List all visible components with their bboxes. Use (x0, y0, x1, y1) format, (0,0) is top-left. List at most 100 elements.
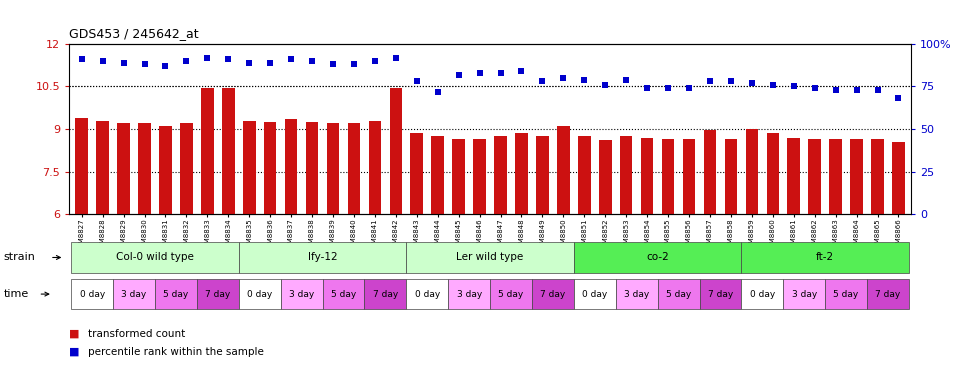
Text: 0 day: 0 day (80, 290, 105, 299)
Point (514, 68, 529, 74)
Bar (746, 129, 758, 214)
Bar (138, 123, 151, 214)
Text: 5 day: 5 day (163, 290, 188, 299)
Text: percentile rank within the sample: percentile rank within the sample (88, 347, 264, 357)
Text: strain: strain (4, 253, 36, 262)
Point (744, 80, 759, 86)
Point (556, 75, 571, 81)
Text: 5 day: 5 day (498, 290, 523, 299)
Point (786, 83, 802, 89)
Text: 5 day: 5 day (833, 290, 859, 299)
Bar (390, 88, 402, 214)
Point (807, 85, 823, 91)
Point (325, 61, 341, 67)
Point (242, 60, 257, 66)
Bar (851, 139, 863, 214)
Point (472, 70, 488, 76)
Point (304, 58, 320, 64)
Point (200, 55, 215, 60)
Bar (892, 142, 904, 214)
Point (388, 55, 403, 60)
Text: ■: ■ (69, 329, 80, 339)
Point (639, 85, 655, 91)
Text: 5 day: 5 day (331, 290, 356, 299)
Bar (96, 120, 108, 214)
Point (368, 58, 383, 64)
Point (283, 56, 299, 62)
Point (577, 77, 592, 83)
Point (891, 96, 906, 101)
Bar (725, 139, 737, 214)
Text: 5 day: 5 day (666, 290, 691, 299)
Text: 7 day: 7 day (708, 290, 733, 299)
Bar (704, 130, 716, 214)
Bar (369, 120, 381, 214)
Text: ■: ■ (69, 347, 80, 357)
Point (262, 60, 277, 66)
Point (409, 78, 424, 84)
Bar (578, 136, 590, 214)
Text: 0 day: 0 day (750, 290, 775, 299)
Bar (222, 88, 234, 214)
Point (849, 87, 864, 93)
Bar (808, 139, 821, 214)
Bar (494, 136, 507, 214)
Bar (452, 139, 465, 214)
Bar (306, 122, 319, 214)
Text: 3 day: 3 day (457, 290, 482, 299)
Point (347, 61, 362, 67)
Bar (348, 123, 360, 214)
Bar (326, 123, 339, 214)
Point (682, 85, 697, 91)
Bar (76, 118, 88, 214)
Point (870, 87, 885, 93)
Text: ft-2: ft-2 (816, 253, 834, 262)
Point (116, 60, 132, 66)
Text: lfy-12: lfy-12 (308, 253, 337, 262)
Bar (787, 138, 800, 214)
Point (703, 78, 718, 84)
Point (618, 77, 634, 83)
Text: 7 day: 7 day (540, 290, 565, 299)
Text: 3 day: 3 day (289, 290, 314, 299)
Bar (599, 141, 612, 214)
Bar (516, 133, 528, 214)
Text: GDS453 / 245642_at: GDS453 / 245642_at (69, 27, 199, 40)
Bar (641, 138, 654, 214)
Text: 3 day: 3 day (121, 290, 147, 299)
Text: 3 day: 3 day (624, 290, 649, 299)
Text: co-2: co-2 (646, 253, 669, 262)
Bar (117, 123, 130, 214)
Bar (285, 119, 298, 214)
Bar (473, 139, 486, 214)
Text: 0 day: 0 day (582, 290, 608, 299)
Bar (431, 136, 444, 214)
Point (765, 82, 780, 88)
Text: 7 day: 7 day (372, 290, 398, 299)
Bar (159, 126, 172, 214)
Point (451, 72, 467, 78)
Text: 0 day: 0 day (415, 290, 440, 299)
Text: Ler wild type: Ler wild type (456, 253, 524, 262)
Bar (872, 139, 884, 214)
Text: Col-0 wild type: Col-0 wild type (116, 253, 194, 262)
Bar (620, 136, 633, 214)
Point (660, 85, 676, 91)
Bar (411, 133, 423, 214)
Bar (180, 123, 193, 214)
Point (597, 82, 612, 88)
Bar (766, 133, 780, 214)
Text: 0 day: 0 day (247, 290, 273, 299)
Point (157, 63, 173, 69)
Point (430, 89, 445, 94)
Point (723, 78, 738, 84)
Point (828, 87, 843, 93)
Text: time: time (4, 289, 29, 299)
Point (492, 70, 508, 76)
Text: 7 day: 7 day (205, 290, 230, 299)
Bar (557, 126, 569, 214)
Text: 7 day: 7 day (876, 290, 900, 299)
Bar (243, 120, 255, 214)
Point (95, 58, 110, 64)
Point (137, 61, 153, 67)
